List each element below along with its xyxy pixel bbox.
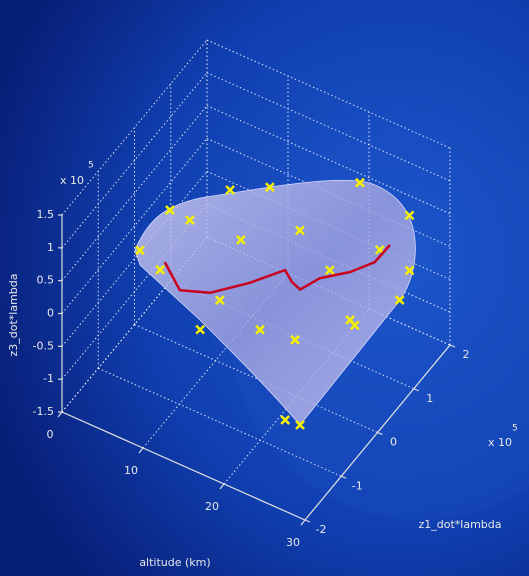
grid-line (134, 324, 378, 433)
z-tick-label: 0 (47, 307, 54, 320)
y-tick-label: -1 (352, 479, 363, 492)
x-tick-label: 10 (124, 464, 138, 477)
scatter-point (195, 324, 206, 335)
scatter-point (214, 295, 225, 305)
y-tick (449, 344, 456, 348)
y-tick (341, 475, 347, 479)
x-tick-label: 30 (286, 536, 300, 549)
x-tick-label: 20 (205, 500, 219, 513)
z-tick-label: -0.5 (33, 339, 54, 352)
scatter-point (394, 295, 405, 305)
z-exponent: 5 (88, 161, 94, 171)
z-tick-label: -1.5 (33, 405, 54, 418)
z-tick-label: 1 (47, 241, 54, 254)
scatter-point (404, 265, 415, 276)
x-axis-label: altitude (km) (139, 556, 210, 569)
y-multiplier: x 10 (488, 436, 512, 449)
grid-line (61, 105, 208, 281)
grid-line (206, 39, 451, 149)
scatter-point (295, 420, 305, 430)
z-axis-label: z3_dot*lambda (7, 273, 20, 356)
grid-line (61, 138, 208, 314)
x-tick (300, 519, 306, 526)
y-tick (304, 519, 311, 523)
grid-line (61, 72, 208, 249)
scatter-point (404, 210, 415, 221)
y-tick-label: 0 (390, 436, 397, 449)
y-tick-label: 1 (426, 392, 433, 405)
trajectory-line (163, 244, 391, 295)
grid-line (61, 39, 208, 216)
x-axis-line (61, 411, 306, 521)
y-tick (377, 431, 383, 436)
scatter-point (264, 182, 275, 193)
x-tick (219, 483, 225, 490)
scatter-point (349, 320, 360, 331)
marks (134, 177, 415, 430)
scatter-point (184, 215, 195, 226)
y-tick (413, 388, 419, 392)
y-tick-label: -2 (316, 523, 327, 536)
grid-line (61, 171, 208, 347)
x-tick-label: 0 (47, 428, 54, 441)
scatter-point (225, 185, 235, 195)
x-tick (138, 447, 144, 454)
y-axis-label: z1_dot*lambda (418, 518, 501, 531)
scatter-point (324, 265, 335, 276)
scatter-point (290, 334, 300, 345)
grid-line (206, 105, 451, 215)
z-tick-label: 1.5 (37, 208, 55, 221)
z-tick-label: -1 (43, 372, 54, 385)
z-multiplier: x 10 (60, 174, 84, 187)
scatter-point (280, 415, 291, 425)
scatter-point (165, 205, 175, 215)
x-tick (57, 411, 63, 418)
z-tick-label: 0.5 (37, 274, 55, 287)
scatter-point (355, 177, 365, 188)
scatter-point (294, 225, 305, 236)
scatter-point (235, 235, 246, 245)
grid-line (206, 72, 451, 182)
scatter-point (134, 245, 145, 256)
scatter-point (155, 264, 166, 275)
y-tick-label: 2 (463, 348, 470, 361)
grid-line (98, 367, 342, 477)
scatter-point (255, 324, 265, 335)
y-exponent: 5 (512, 424, 518, 434)
